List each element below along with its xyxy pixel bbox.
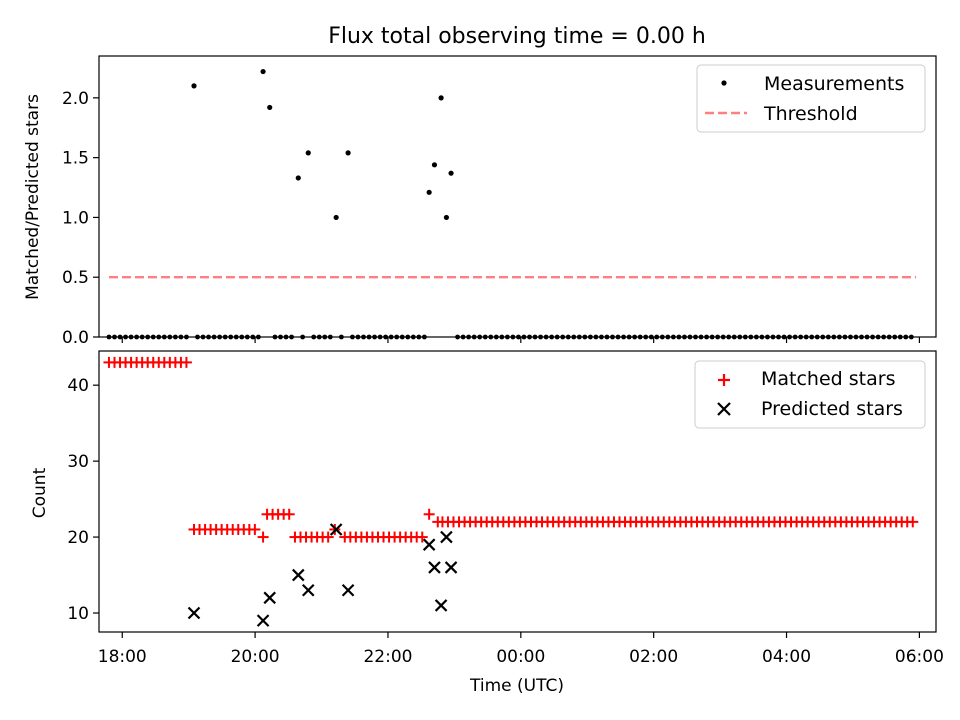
predicted-star-point <box>444 561 458 574</box>
measurement-point <box>260 68 266 75</box>
matched-star-point <box>283 508 295 520</box>
bottom-x-tick-label: 02:00 <box>629 647 678 667</box>
measurement-point <box>438 95 444 101</box>
predicted-star-point <box>428 561 441 574</box>
top-legend-box <box>696 64 926 133</box>
predicted-star-point <box>187 606 201 620</box>
predicted-star-point <box>301 583 315 597</box>
top-y-ticks: 0.0 0.5 1.0 1.5 2.0 <box>62 89 99 348</box>
legend-measurements-marker <box>721 80 727 86</box>
predicted-star-point <box>440 530 453 544</box>
top-y-tick-label: 1.0 <box>62 208 89 228</box>
bottom-x-ticks: 18:00 20:00 22:00 00:00 02:00 04:00 06:00 <box>98 632 944 667</box>
bottom-y-ticks: 10 20 30 40 <box>67 376 99 624</box>
measurement-point <box>191 83 197 89</box>
bottom-y-axis-label: Count <box>30 467 50 518</box>
bottom-legend: Matched stars Predicted stars <box>694 360 926 429</box>
measurement-point <box>295 175 301 181</box>
matched-star-point <box>249 523 261 535</box>
predicted-star-point <box>434 599 448 612</box>
top-legend: Measurements Threshold <box>696 64 926 133</box>
bottom-y-tick-label: 30 <box>67 452 89 472</box>
top-panel: 0.00.51.01.52.0 Matched/Predicted stars … <box>23 55 937 348</box>
bottom-y-tick-label: 40 <box>67 376 89 396</box>
legend-threshold-label: Threshold <box>763 103 858 125</box>
measurement-point <box>345 150 351 156</box>
chart-title: Flux total observing time = 0.00 h <box>328 24 706 49</box>
matched-star-point <box>257 531 269 543</box>
measurement-point <box>448 170 454 176</box>
top-plot-frame <box>98 55 937 338</box>
matched-star-point <box>180 356 192 368</box>
bottom-legend-box <box>694 360 926 429</box>
bottom-panel: 10 20 30 40 18:00 20:00 22:00 00:00 02:00 04:00 0… <box>30 350 944 696</box>
top-y-tick-label: 0.5 <box>62 268 89 288</box>
legend-matched-marker <box>718 374 730 386</box>
measurement-point <box>426 189 432 195</box>
predicted-star-point <box>256 614 270 627</box>
matched-star-point <box>907 516 919 528</box>
x-axis-label: Time (UTC) <box>469 676 564 696</box>
top-y-tick-label: 1.5 <box>62 149 89 169</box>
bottom-y-tick-label: 20 <box>67 528 89 548</box>
top-y-axis-label: Matched/Predicted stars <box>23 94 43 300</box>
legend-predicted-label: Predicted stars <box>761 398 903 420</box>
bottom-x-tick-label: 06:00 <box>895 647 944 667</box>
predicted-star-point <box>263 591 276 605</box>
bottom-x-tick-label: 22:00 <box>363 647 412 667</box>
predicted-star-point <box>341 583 355 597</box>
predicted-star-point <box>292 568 305 582</box>
measurement-point <box>333 214 339 221</box>
top-y-tick-label: 2.0 <box>62 89 89 109</box>
measurement-point <box>443 214 450 221</box>
predicted-star-point <box>329 523 343 536</box>
legend-matched-label: Matched stars <box>761 368 895 390</box>
bottom-x-tick-label: 04:00 <box>762 647 811 667</box>
matched-star-point <box>322 531 334 543</box>
top-x-ticks <box>121 337 920 343</box>
bottom-x-tick-label: 20:00 <box>231 647 280 667</box>
bottom-y-tick-label: 10 <box>67 604 89 624</box>
bottom-x-tick-label: 00:00 <box>496 647 545 667</box>
predicted-stars-points <box>187 523 458 627</box>
bottom-x-tick-label: 18:00 <box>98 647 147 667</box>
measurement-point <box>305 150 311 156</box>
predicted-star-point <box>422 538 436 551</box>
measurement-point <box>267 104 273 111</box>
matched-star-point <box>416 531 428 543</box>
top-y-tick-label: 0.0 <box>62 328 89 348</box>
measurement-point <box>431 162 438 168</box>
bottom-plot-frame <box>98 350 937 633</box>
legend-predicted-marker <box>717 402 731 416</box>
legend-measurements-label: Measurements <box>764 73 904 95</box>
matched-star-point <box>423 508 435 520</box>
matched-stars-points <box>103 356 919 543</box>
